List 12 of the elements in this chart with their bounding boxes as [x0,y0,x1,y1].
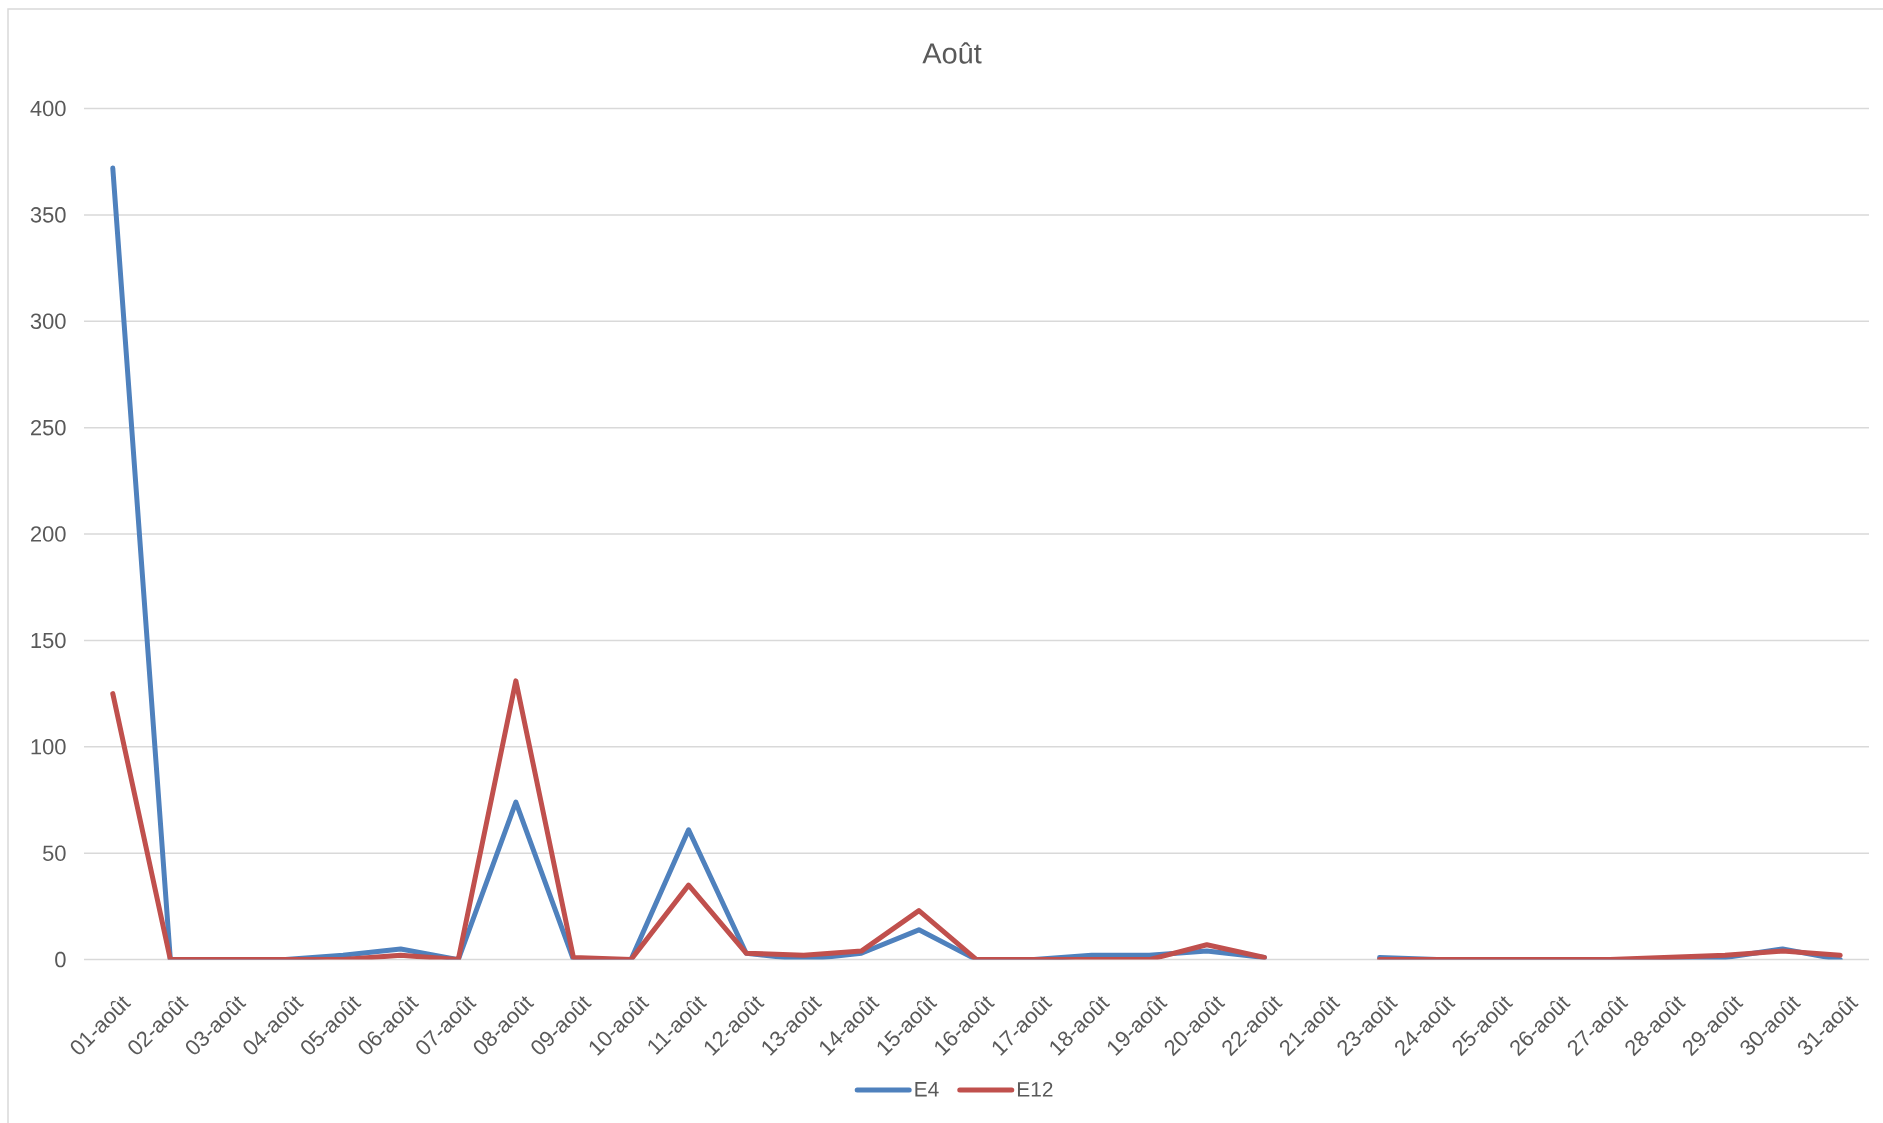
y-tick-label: 400 [30,100,66,117]
chart-title: Août [922,42,982,64]
legend-label: E4 [915,1082,939,1097]
y-tick-label: 250 [31,419,66,436]
legend-label: E12 [1017,1081,1053,1097]
y-tick-label: 100 [31,739,66,755]
y-tick-label: 200 [31,526,66,542]
y-tick-label: 150 [31,632,66,649]
y-tick-label: 50 [42,845,66,861]
y-tick-label: 350 [30,207,66,223]
y-tick-label: 300 [30,313,66,330]
y-tick-label: 0 [55,951,66,968]
